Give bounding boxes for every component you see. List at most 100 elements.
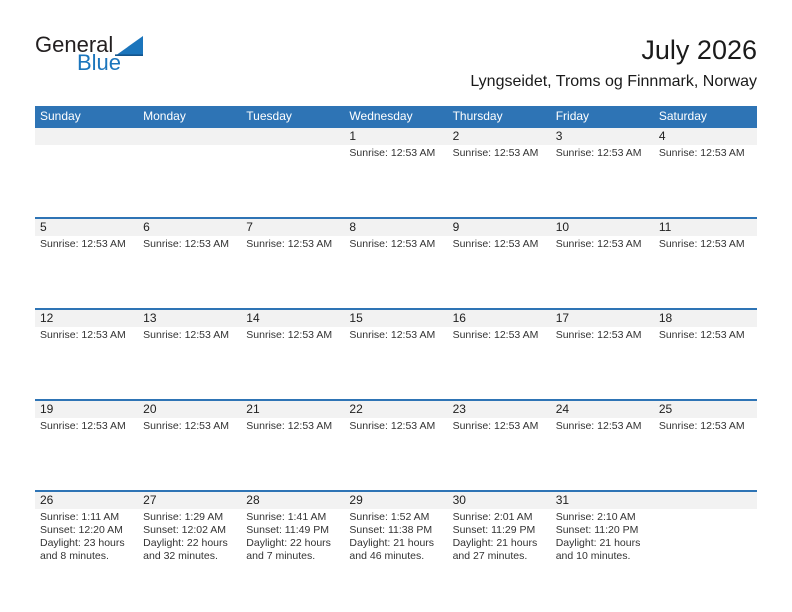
day-detail-line: Sunrise: 12:53 AM [349,329,436,341]
day-detail-line: Sunrise: 12:53 AM [40,420,126,432]
day-detail-line: Sunrise: 12:53 AM [452,329,539,341]
day-number: 24 [550,401,654,418]
day-details: Sunrise: 12:53 AM [448,418,551,433]
day-number: 19 [35,401,139,418]
day-details: Sunrise: 12:53 AM [138,236,241,251]
day-cell: 31 Sunrise: 2:10 AM Sunset: 11:20 PM Daylig… [550,492,654,581]
day-details: Sunrise: 12:53 AM [551,327,654,342]
day-detail-line: Daylight: 23 hours and 8 minutes. [40,537,125,562]
day-detail-line: Sunrise: 12:53 AM [143,420,229,432]
day-number: 29 [344,492,448,509]
day-header: Monday [143,109,186,123]
day-number [35,128,139,145]
day-number: 11 [653,219,757,236]
day-number: 22 [344,401,448,418]
day-cell: 27 Sunrise: 1:29 AM Sunset: 12:02 AM Daylig… [138,492,242,581]
day-detail-line: Sunrise: 12:53 AM [658,329,745,341]
empty-day-cell [35,128,139,217]
day-cell: 13 Sunrise: 12:53 AM [138,310,242,399]
day-number: 27 [138,492,242,509]
day-detail-line: Sunrise: 12:53 AM [40,238,126,250]
day-details: Sunrise: 12:53 AM [551,236,654,251]
day-cell: 23 Sunrise: 12:53 AM [447,401,551,490]
page-subtitle: Lyngseidet, Troms og Finnmark, Norway [470,73,757,90]
day-cell: 30 Sunrise: 2:01 AM Sunset: 11:29 PM Daylig… [447,492,551,581]
day-number: 8 [344,219,448,236]
day-cell: 11 Sunrise: 12:53 AM [653,219,757,308]
day-details: Sunrise: 12:53 AM [654,145,757,160]
day-detail-line: Sunrise: 12:53 AM [555,147,642,159]
day-detail-line: Sunrise: 12:53 AM [143,238,229,250]
day-header: Wednesday [349,109,413,123]
day-detail-line: Sunrise: 12:53 AM [349,147,436,159]
day-cell: 28 Sunrise: 1:41 AM Sunset: 11:49 PM Daylig… [241,492,345,581]
calendar: Sunday Monday Tuesday Wednesday Thursday Frid… [35,106,757,581]
day-cell: 20 Sunrise: 12:53 AM [138,401,242,490]
calendar-weeks: 1 Sunrise: 12:53 AM 2 Sunrise: 12:53 AM 3 Sun… [35,126,757,581]
day-number: 7 [241,219,345,236]
day-cell: 2 Sunrise: 12:53 AM [447,128,551,217]
day-details [241,145,344,147]
day-details: Sunrise: 12:53 AM [35,236,138,251]
day-details: Sunrise: 12:53 AM [138,327,241,342]
day-header: Saturday [658,109,707,123]
general-blue-logo: General Blue [35,32,144,74]
day-detail-line: Sunset: 11:38 PM [349,524,433,536]
day-detail-line: Sunrise: 12:53 AM [40,329,126,341]
day-detail-line: Sunrise: 12:53 AM [658,238,745,250]
day-details: Sunrise: 12:53 AM [448,236,551,251]
day-detail-line: Sunrise: 1:29 AM [143,511,224,523]
day-detail-line: Sunrise: 1:11 AM [40,511,120,523]
day-number: 4 [653,128,757,145]
day-detail-line: Sunset: 12:02 AM [143,524,227,536]
logo-text-general: General [35,32,114,57]
day-cell: 8 Sunrise: 12:53 AM [344,219,448,308]
week-row: 26 Sunrise: 1:11 AM Sunset: 12:20 AM Daylig… [35,490,757,581]
day-number: 13 [138,310,242,327]
day-details: Sunrise: 12:53 AM [241,236,344,251]
day-detail-line: Sunrise: 12:53 AM [452,147,539,159]
day-cell: 4 Sunrise: 12:53 AM [653,128,757,217]
day-details [35,145,138,147]
day-number: 9 [447,219,551,236]
day-cell: 7 Sunrise: 12:53 AM [241,219,345,308]
day-number: 26 [35,492,139,509]
day-number: 14 [241,310,345,327]
day-header: Thursday [452,109,503,123]
day-detail-line: Sunrise: 12:53 AM [143,329,229,341]
day-number: 20 [138,401,242,418]
day-detail-line: Sunrise: 12:53 AM [555,238,642,250]
empty-day-cell [653,492,757,581]
day-details: Sunrise: 12:53 AM [35,418,138,433]
day-details: Sunrise: 12:53 AM [344,145,447,160]
day-details: Sunrise: 12:53 AM [551,418,654,433]
day-details: Sunrise: 1:52 AM Sunset: 11:38 PM Daylight… [344,509,447,563]
day-details: Sunrise: 12:53 AM [551,145,654,160]
day-details [654,509,757,511]
day-number: 18 [653,310,757,327]
day-number [138,128,242,145]
day-header: Friday [555,109,590,123]
day-cell: 12 Sunrise: 12:53 AM [35,310,139,399]
day-cell: 17 Sunrise: 12:53 AM [550,310,654,399]
day-details: Sunrise: 12:53 AM [654,327,757,342]
day-number: 3 [550,128,654,145]
day-details: Sunrise: 12:53 AM [35,327,138,342]
day-number [653,492,757,509]
page-title: July 2026 [641,35,757,65]
day-number: 23 [447,401,551,418]
logo-triangle-icon [115,36,144,56]
day-cell: 22 Sunrise: 12:53 AM [344,401,448,490]
day-details: Sunrise: 1:41 AM Sunset: 11:49 PM Daylight… [241,509,344,563]
empty-day-cell [138,128,242,217]
day-detail-line: Sunrise: 12:53 AM [555,329,642,341]
day-detail-line: Daylight: 22 hours and 7 minutes. [246,537,331,562]
day-detail-line: Sunrise: 12:53 AM [658,147,745,159]
day-detail-line: Sunrise: 12:53 AM [658,420,745,432]
day-number: 31 [550,492,654,509]
day-details: Sunrise: 12:53 AM [241,418,344,433]
day-detail-line: Sunset: 11:29 PM [452,524,536,536]
day-detail-line: Daylight: 21 hours and 10 minutes. [555,537,641,562]
day-cell: 15 Sunrise: 12:53 AM [344,310,448,399]
